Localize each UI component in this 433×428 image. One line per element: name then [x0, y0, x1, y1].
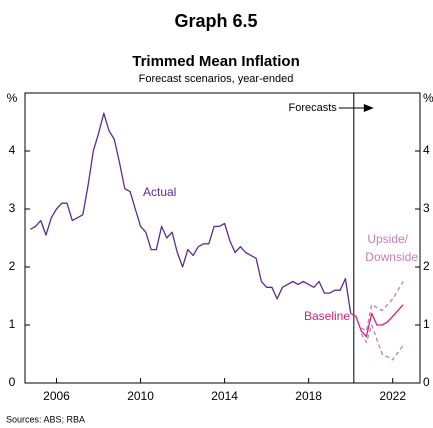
series-label: Baseline	[304, 309, 350, 323]
x-tick-label: 2014	[211, 389, 238, 403]
y2-tick-label: 1	[423, 317, 430, 331]
x-tick-label: 2022	[379, 389, 406, 403]
y2-tick-label: 0	[423, 375, 430, 389]
series-line	[360, 324, 404, 361]
forecast-label: Forecasts	[289, 102, 338, 114]
y-tick-label: 2	[9, 259, 16, 273]
series-label: Upside/	[367, 232, 408, 246]
y2-tick-label: 3	[423, 201, 430, 215]
forecast-arrowhead	[363, 104, 374, 112]
y-tick-label: 3	[9, 201, 16, 215]
y-tick-label: 1	[9, 317, 16, 331]
x-tick-label: 2006	[43, 389, 70, 403]
y2-tick-label: 2	[423, 259, 430, 273]
chart-title: Graph 6.5	[174, 11, 257, 31]
y2-tick-label: 4	[423, 143, 430, 157]
y-tick-label: 4	[9, 143, 16, 157]
x-tick-label: 2010	[127, 389, 154, 403]
x-tick-label: 2018	[295, 389, 322, 403]
y-tick-label: %	[7, 91, 18, 105]
chart-subtitle-2: Forecast scenarios, year-ended	[139, 73, 294, 85]
plot-frame	[24, 92, 421, 384]
series-label: Actual	[143, 185, 176, 199]
series-line	[360, 281, 404, 332]
series-label: Downside	[365, 250, 418, 264]
y-tick-label: 0	[9, 375, 16, 389]
chart-subtitle: Trimmed Mean Inflation	[132, 53, 300, 70]
series-line	[350, 304, 404, 338]
series-line	[29, 112, 352, 314]
source: Sources: ABS; RBA	[6, 414, 85, 424]
y2-tick-label: %	[423, 91, 433, 105]
